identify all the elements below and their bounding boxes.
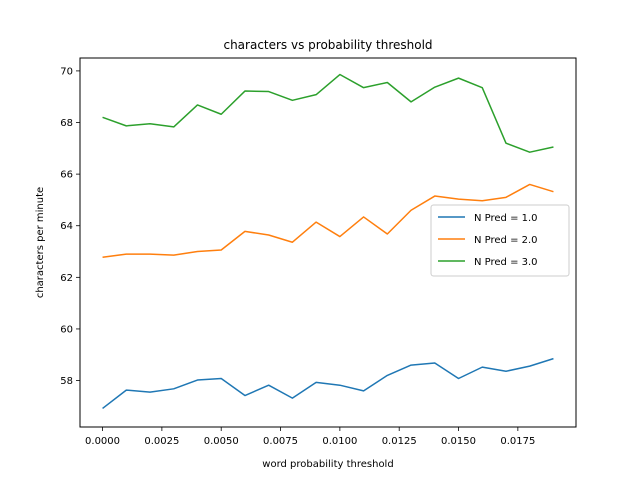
series-line-1 bbox=[102, 357, 554, 410]
x-tick-label: 0.0050 bbox=[204, 436, 239, 447]
y-tick-label: 62 bbox=[60, 273, 73, 284]
legend: N Pred = 1.0 N Pred = 2.0 N Pred = 3.0 bbox=[430, 204, 570, 277]
x-axis: 0.0000 0.0025 0.0050 0.0075 0.0100 0.0125 0.01… bbox=[85, 427, 535, 447]
x-tick-label: 0.0100 bbox=[322, 436, 357, 447]
y-tick-label: 58 bbox=[60, 376, 73, 387]
y-tick-label: 68 bbox=[60, 118, 73, 129]
series-line-3 bbox=[102, 73, 554, 153]
series-layer bbox=[102, 73, 554, 410]
y-axis: 58 60 62 64 66 68 70 bbox=[60, 66, 80, 387]
legend-label: N Pred = 2.0 bbox=[474, 235, 538, 246]
x-tick-label: 0.0175 bbox=[500, 436, 535, 447]
x-tick-label: 0.0000 bbox=[85, 436, 120, 447]
y-tick-label: 70 bbox=[60, 66, 73, 77]
series-line-2 bbox=[102, 183, 554, 258]
y-tick-label: 64 bbox=[60, 221, 73, 232]
x-tick-label: 0.0125 bbox=[382, 436, 417, 447]
chart-title: characters vs probability threshold bbox=[223, 38, 432, 52]
x-tick-label: 0.0075 bbox=[263, 436, 298, 447]
plot-frame bbox=[79, 57, 577, 428]
plot-area bbox=[79, 57, 577, 428]
legend-label: N Pred = 1.0 bbox=[474, 213, 538, 224]
y-tick-label: 60 bbox=[60, 324, 73, 335]
x-tick-label: 0.0150 bbox=[441, 436, 476, 447]
x-tick-label: 0.0025 bbox=[144, 436, 179, 447]
y-axis-title: characters per minute bbox=[35, 187, 46, 298]
legend-label: N Pred = 3.0 bbox=[474, 257, 538, 268]
y-tick-label: 66 bbox=[60, 170, 73, 181]
x-axis-title: word probability threshold bbox=[262, 459, 393, 470]
legend-box bbox=[430, 204, 570, 277]
